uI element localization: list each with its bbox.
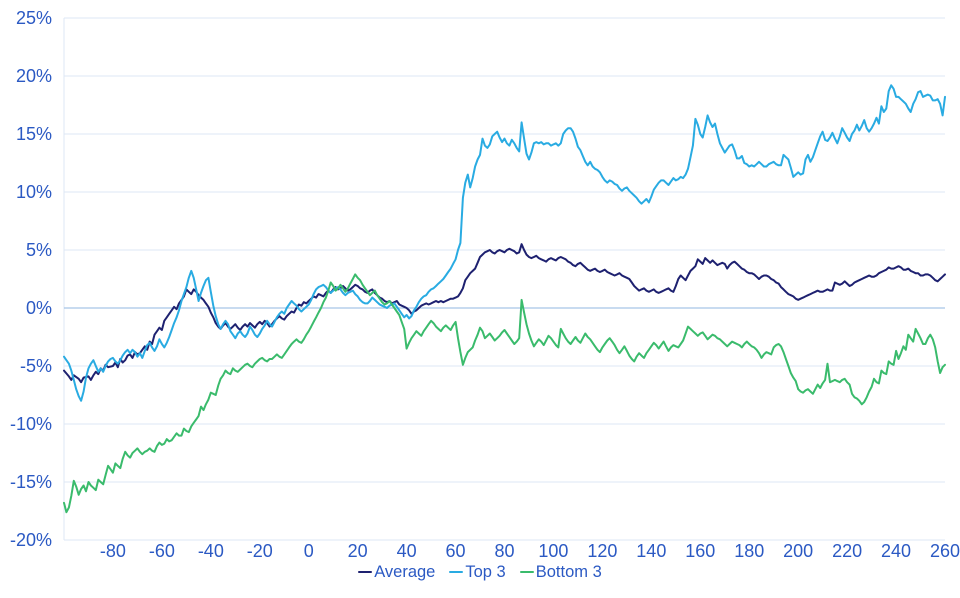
- x-tick-label: 20: [348, 541, 368, 561]
- y-tick-label: -10%: [10, 414, 52, 434]
- top-3-line-swatch: [449, 571, 464, 574]
- x-tick-label: 180: [734, 541, 764, 561]
- legend-item-bottom-3: Bottom 3: [519, 563, 602, 581]
- legend-item-average: Average: [358, 564, 435, 581]
- legend-label-bottom-3: Bottom 3: [535, 563, 602, 581]
- x-tick-label: 80: [494, 541, 514, 561]
- x-tick-label: 220: [832, 541, 862, 561]
- y-axis-labels: 25% 20% 15% 10% 5% 0% -5% -10% -15% -20%: [10, 8, 52, 550]
- x-tick-label: 140: [636, 541, 666, 561]
- x-tick-label: 240: [881, 541, 911, 561]
- y-tick-label: 5%: [26, 240, 52, 260]
- series-lines: [63, 84, 946, 514]
- x-tick-label: 260: [930, 541, 960, 561]
- x-tick-label: -20: [247, 541, 273, 561]
- x-tick-label: 160: [685, 541, 715, 561]
- y-tick-label: 0%: [26, 298, 52, 318]
- x-tick-label: 0: [304, 541, 314, 561]
- x-tick-label: 200: [783, 541, 813, 561]
- average-line-swatch: [358, 571, 373, 574]
- y-tick-label: -5%: [20, 356, 52, 376]
- y-gridlines: [63, 17, 945, 541]
- x-tick-label: 100: [538, 541, 568, 561]
- y-tick-label: 20%: [16, 66, 52, 86]
- average-line: [63, 243, 946, 384]
- y-tick-label: 10%: [16, 182, 52, 202]
- legend-item-top-3: Top 3: [449, 563, 506, 581]
- legend: Average Top 3 Bottom 3: [0, 564, 960, 581]
- y-tick-label: 25%: [16, 8, 52, 28]
- x-tick-label: 60: [446, 541, 466, 561]
- x-tick-label: -60: [149, 541, 175, 561]
- bottom-3-line: [63, 273, 946, 514]
- x-tick-label: -80: [100, 541, 126, 561]
- x-tick-label: 120: [587, 541, 617, 561]
- y-tick-label: -15%: [10, 472, 52, 492]
- legend-label-average: Average: [374, 563, 436, 581]
- x-tick-label: -40: [198, 541, 224, 561]
- x-axis-labels: -80 -60 -40 -20 0 20 40 60 80 100 120 140 160 180 200 2…: [100, 541, 960, 561]
- y-tick-label: -20%: [10, 530, 52, 550]
- y-tick-label: 15%: [16, 124, 52, 144]
- top-3-line: [63, 84, 946, 402]
- legend-label-top-3: Top 3: [465, 563, 506, 581]
- x-tick-label: 40: [397, 541, 417, 561]
- bottom-3-line-swatch: [519, 571, 534, 574]
